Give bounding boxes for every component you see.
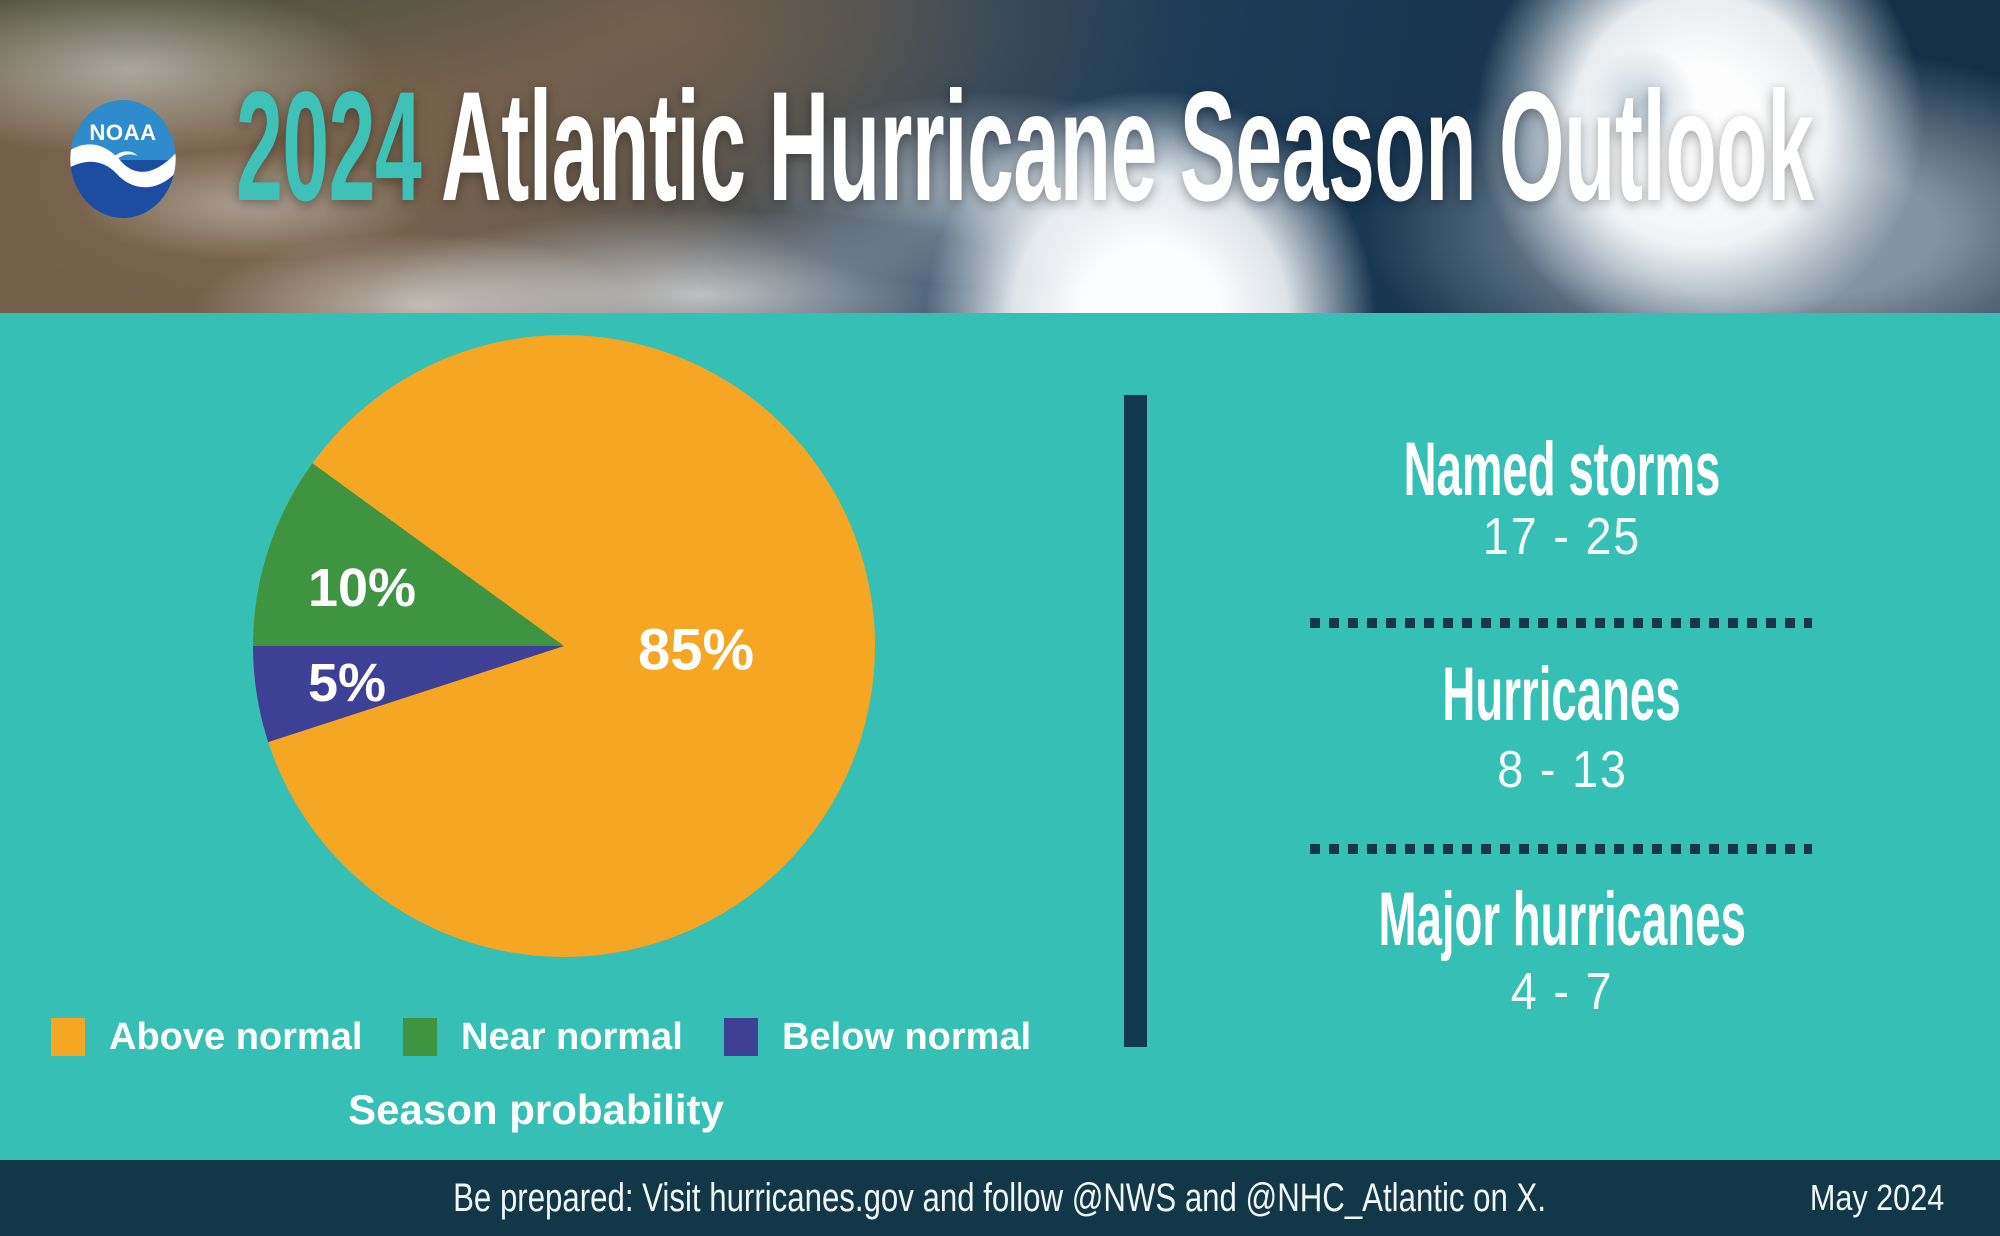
noaa-logo-gull-wing	[112, 151, 138, 161]
noaa-logo-text: NOAA	[89, 120, 156, 145]
legend-item-above-normal: Above normal	[51, 1016, 362, 1058]
legend-item-near-normal: Near normal	[403, 1016, 683, 1058]
legend-swatch-above-normal	[51, 1018, 85, 1056]
vertical-divider-bar	[1124, 395, 1147, 1047]
pie-label-above-normal: 85%	[638, 618, 754, 683]
page-title-text: Atlantic Hurricane Season Outlook	[440, 60, 1814, 234]
pie-label-near-normal: 10%	[308, 558, 416, 618]
stat-named-storms-range: 17 - 25	[1482, 508, 1642, 566]
dotted-separator-1	[1310, 618, 1812, 628]
season-probability-pie-chart: 85% 10% 5%	[253, 335, 875, 957]
legend-label-above-normal: Above normal	[109, 1015, 363, 1058]
legend-label-near-normal: Near normal	[461, 1015, 683, 1058]
noaa-logo-gull	[70, 144, 176, 188]
legend-swatch-below-normal	[724, 1018, 758, 1056]
stat-hurricanes-range: 8 - 13	[1496, 741, 1628, 799]
legend-label-below-normal: Below normal	[782, 1015, 1032, 1058]
stat-named-storms-label: Named storms	[1403, 427, 1721, 512]
page-title: 2024 Atlantic Hurricane Season Outlook	[236, 69, 1814, 225]
header-satellite-banner: NOAA 2024 Atlantic Hurricane Season Outl…	[0, 0, 2000, 313]
stat-major-hurricanes-label: Major hurricanes	[1378, 877, 1746, 962]
pie-label-below-normal: 5%	[308, 653, 386, 713]
footer-bar: Be prepared: Visit hurricanes.gov and fo…	[0, 1160, 2000, 1236]
noaa-logo: NOAA	[70, 100, 176, 218]
pie-chart-caption: Season probability	[348, 1086, 724, 1133]
pie-slice-near-normal	[253, 463, 564, 646]
dotted-separator-2	[1310, 844, 1812, 854]
footer-message: Be prepared: Visit hurricanes.gov and fo…	[453, 1175, 1547, 1220]
legend-item-below-normal: Below normal	[724, 1016, 1031, 1058]
pie-slice-below-normal	[253, 646, 564, 743]
stat-major-hurricanes-range: 4 - 7	[1510, 963, 1614, 1021]
footer-date: May 2024	[1809, 1177, 1945, 1218]
legend-swatch-near-normal	[403, 1018, 437, 1056]
page-title-year: 2024	[236, 60, 422, 234]
stat-hurricanes-label: Hurricanes	[1442, 652, 1682, 737]
